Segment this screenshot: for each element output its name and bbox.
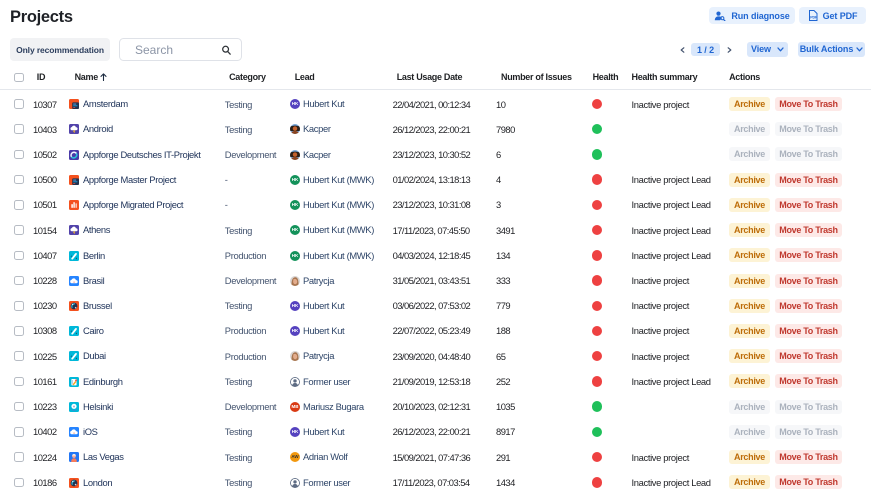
svg-text:PDF: PDF [810, 16, 818, 20]
